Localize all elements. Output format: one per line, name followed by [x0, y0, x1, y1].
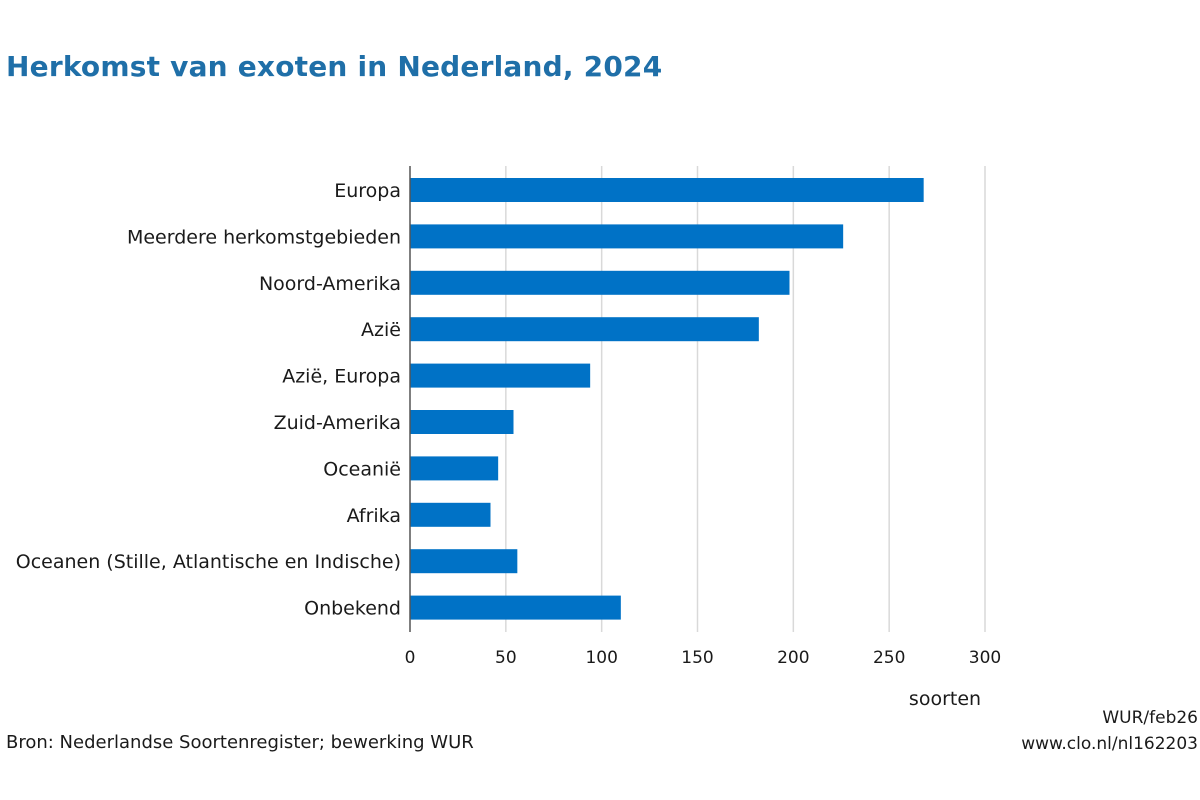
category-label: Azië	[361, 319, 401, 341]
x-tick-label: 150	[681, 648, 713, 668]
chart-title: Herkomst van exoten in Nederland, 2024	[6, 50, 663, 83]
bar	[410, 178, 924, 202]
category-label: Oceanen (Stille, Atlantische en Indische…	[16, 551, 401, 573]
x-tick-label: 0	[405, 648, 416, 668]
credit-line-2: www.clo.nl/nl162203	[1021, 734, 1198, 754]
bar	[410, 595, 621, 620]
bar	[410, 224, 844, 249]
bar	[410, 410, 514, 434]
category-labels: Europa Meerdere herkomstgebieden Noord-Ame…	[16, 180, 401, 620]
bar	[410, 456, 499, 481]
x-tick-label: 250	[873, 648, 905, 668]
x-tick-label: 300	[969, 648, 1001, 668]
bar	[410, 270, 790, 295]
x-axis-label: soorten	[909, 688, 981, 710]
credit-line-1: WUR/feb26	[1102, 708, 1198, 728]
source-note: Bron: Nederlandse Soortenregister; bewer…	[6, 732, 474, 753]
category-label: Meerdere herkomstgebieden	[127, 226, 401, 248]
category-label: Azië, Europa	[282, 366, 401, 388]
category-label: Europa	[334, 180, 401, 202]
x-tick-label: 100	[585, 648, 617, 668]
category-label: Afrika	[347, 505, 401, 527]
category-label: Oceanië	[323, 458, 401, 480]
category-label: Onbekend	[304, 598, 401, 620]
x-tick-label: 200	[777, 648, 809, 668]
x-tick-label: 50	[495, 648, 517, 668]
bar	[410, 363, 591, 388]
bar	[410, 317, 759, 342]
x-tick-labels: 0 50 100 150 200 250 300	[405, 648, 1002, 668]
category-label: Zuid-Amerika	[274, 412, 401, 434]
bars	[410, 178, 924, 620]
bar	[410, 502, 491, 527]
category-label: Noord-Amerika	[259, 273, 401, 295]
bar	[410, 549, 518, 574]
